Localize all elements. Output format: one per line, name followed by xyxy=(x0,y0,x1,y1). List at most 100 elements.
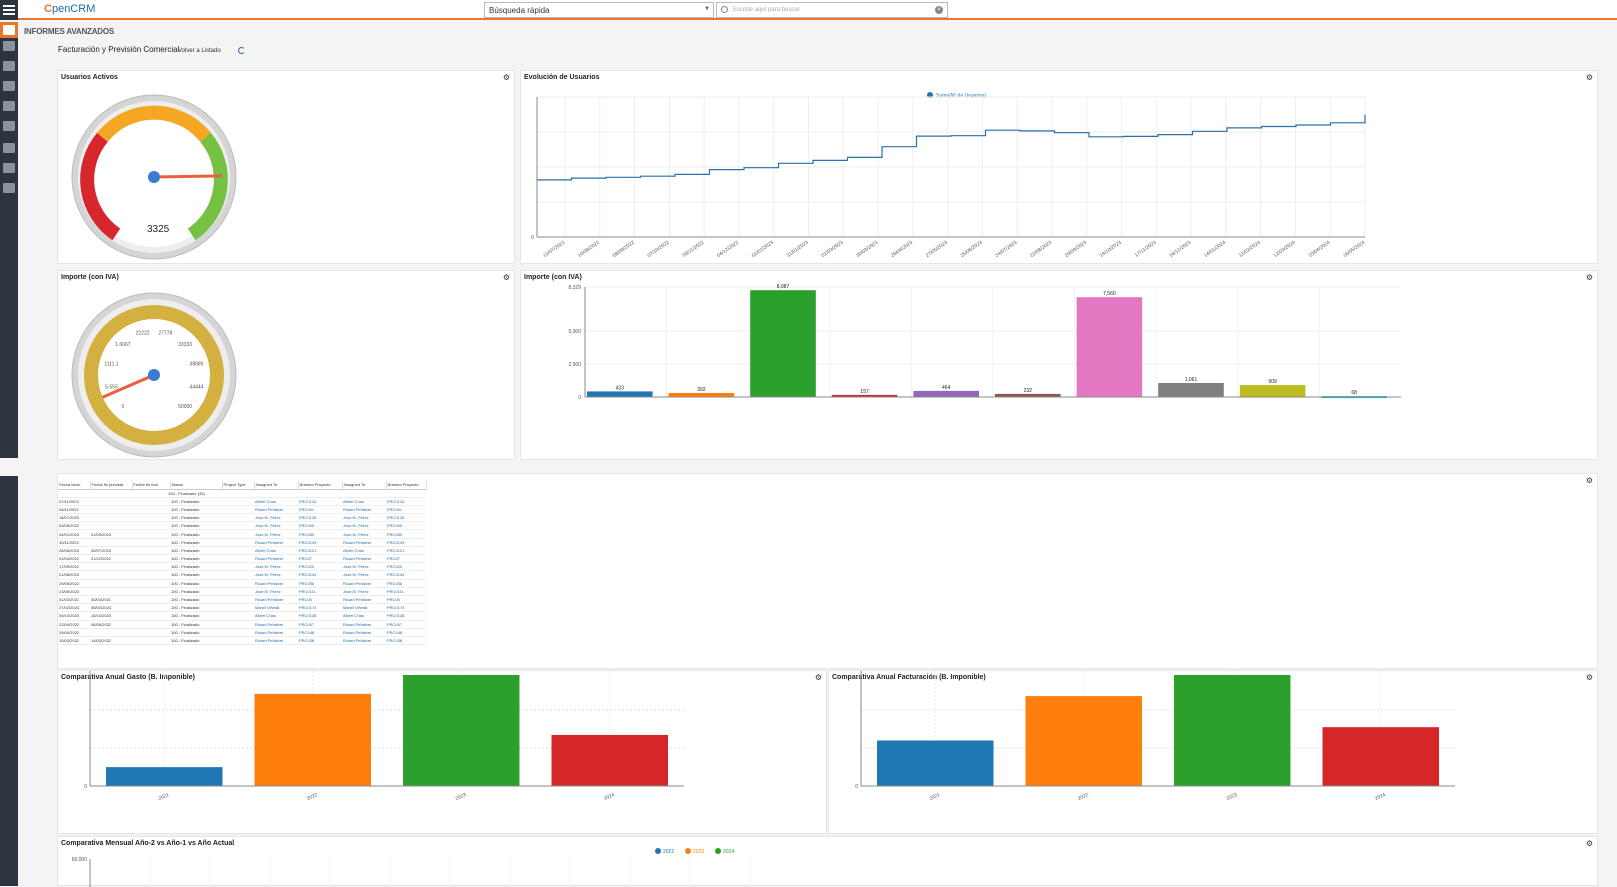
table-cell[interactable]: Ricard Peñalver xyxy=(254,595,298,605)
table-cell[interactable]: Ricard Peñalver xyxy=(254,538,298,547)
gear-icon[interactable]: ⚙ xyxy=(814,673,822,682)
table-cell[interactable]: Jose M. Pérez xyxy=(342,562,386,572)
table-cell[interactable]: Ricard Peñalver xyxy=(254,628,298,637)
sidebar-item-inbox-icon[interactable] xyxy=(3,163,15,173)
table-row[interactable]: 04/01/2023 01/03/2023 100 - Finalizado Jose… xyxy=(58,529,426,539)
table-cell[interactable]: Ricard Peñalver xyxy=(342,628,386,637)
table-row[interactable]: 03/08/2022 100 - Finalizado Jose M. Pérez P… xyxy=(58,521,426,531)
sidebar-item-settings-icon[interactable] xyxy=(3,183,15,193)
table-cell[interactable]: Ricard Peñalver xyxy=(254,554,298,564)
table-cell[interactable]: PROJ61 xyxy=(386,505,426,515)
table-cell[interactable]: PROJ149 xyxy=(386,538,426,547)
table-cell[interactable]: PROJ48 xyxy=(298,628,342,637)
table-row[interactable]: 29/06/2022 100 - Finalizado Ricard Peñalve… xyxy=(58,579,426,588)
gear-icon[interactable]: ⚙ xyxy=(1585,673,1593,682)
table-row[interactable]: 08/11/2022 100 - Finalizado Ricard Peñalve… xyxy=(58,505,426,515)
table-cell[interactable]: Ricard Peñalver xyxy=(254,620,298,629)
clear-icon[interactable]: × xyxy=(935,6,943,14)
column-header[interactable]: Fecha fin prevista xyxy=(90,481,133,490)
table-cell[interactable]: Albert Chao xyxy=(342,611,386,621)
table-row[interactable]: 29/04/2022 100 - Finalizado Ricard Peñalve… xyxy=(58,628,426,637)
table-cell[interactable]: Jose M. Pérez xyxy=(254,521,298,531)
sidebar-item-dashboard-icon[interactable] xyxy=(3,41,15,51)
sidebar-item-card-icon[interactable] xyxy=(3,143,15,153)
table-cell[interactable]: PROJ173 xyxy=(298,603,342,613)
table-row[interactable]: 01/03/2021 30/04/2021 100 - Finalizado Rica… xyxy=(58,595,426,605)
hamburger-menu-button[interactable] xyxy=(0,0,18,20)
column-header[interactable]: Project Type xyxy=(222,481,255,490)
table-row[interactable]: 27/02/2024 08/03/2024 100 - Finalizado Mane… xyxy=(58,603,426,613)
table-cell[interactable]: Manel Viñeda xyxy=(254,603,298,613)
column-header[interactable]: Fecha inicio xyxy=(58,481,91,490)
logo[interactable]: CpenCRM xyxy=(44,3,95,15)
gear-icon[interactable]: ⚙ xyxy=(502,73,510,82)
table-cell[interactable]: Ricard Peñalver xyxy=(342,554,386,564)
table-cell[interactable]: PROJ128 xyxy=(386,513,426,523)
column-header[interactable]: Número Proyecto xyxy=(386,481,427,490)
table-row[interactable]: 17/09/2021 100 - Finalizado Jose M. Pérez P… xyxy=(58,562,426,572)
column-header[interactable]: Status xyxy=(170,481,223,490)
table-row[interactable]: 23/05/2023 100 - Finalizado Jose M. Pérez P… xyxy=(58,587,426,596)
table-cell[interactable]: Jose M. Pérez xyxy=(254,570,298,580)
column-header[interactable]: Número Proyecto xyxy=(298,481,343,490)
sidebar-item-megaphone-icon[interactable] xyxy=(3,121,15,131)
table-cell[interactable]: PROJ173 xyxy=(386,603,426,613)
table-cell[interactable]: PROJ6 xyxy=(386,595,426,605)
table-cell[interactable]: PROJ20 xyxy=(298,562,342,572)
table-cell[interactable]: Ricard Peñalver xyxy=(342,505,386,515)
table-cell[interactable]: PROJ47 xyxy=(298,620,342,629)
table-row[interactable]: 09/10/2023 16/10/2023 100 - Finalizado Albe… xyxy=(58,611,426,621)
gear-icon[interactable]: ⚙ xyxy=(1585,839,1593,848)
gear-icon[interactable]: ⚙ xyxy=(1585,273,1593,282)
table-cell[interactable]: Ricard Peñalver xyxy=(342,620,386,629)
table-cell[interactable]: Albert Chao xyxy=(342,497,386,506)
table-cell[interactable]: Ricard Peñalver xyxy=(254,505,298,515)
table-cell[interactable]: PROJ61 xyxy=(298,505,342,515)
table-row[interactable]: 22/04/2022 06/05/2022 100 - Finalizado Rica… xyxy=(58,620,426,629)
table-cell[interactable]: Ricard Peñalver xyxy=(342,538,386,547)
column-header[interactable]: Assigned To xyxy=(254,481,299,490)
table-cell[interactable]: Ricard Peñalver xyxy=(254,636,298,646)
table-cell[interactable]: Ricard Peñalver xyxy=(342,636,386,646)
table-cell[interactable]: PROJ121 xyxy=(298,546,342,556)
table-cell[interactable]: PROJ47 xyxy=(386,620,426,629)
table-cell[interactable]: Jose M. Pérez xyxy=(254,529,298,539)
table-cell[interactable]: Manel Viñeda xyxy=(342,603,386,613)
table-cell[interactable]: PROJ20 xyxy=(386,562,426,572)
table-cell[interactable]: PROJ38 xyxy=(386,636,426,646)
sidebar-item-buildings-icon[interactable] xyxy=(3,61,15,71)
table-cell[interactable]: PROJ65 xyxy=(298,521,342,531)
table-cell[interactable]: PROJ128 xyxy=(298,513,342,523)
table-cell[interactable]: PROJ89 xyxy=(298,529,342,539)
table-row[interactable]: 01/04/2021 21/12/2021 100 - Finalizado Rica… xyxy=(58,554,426,564)
table-row[interactable]: 07/11/2023 100 - Finalizado Albert Chao PRO… xyxy=(58,497,426,506)
table-cell[interactable]: Albert Chao xyxy=(342,546,386,556)
table-cell[interactable]: PROJ89 xyxy=(386,529,426,539)
back-to-list-link[interactable]: Volver a Listado xyxy=(178,48,221,54)
table-cell[interactable]: PROJ134 xyxy=(298,570,342,580)
table-cell[interactable]: Jose M. Pérez xyxy=(342,570,386,580)
table-row[interactable]: 21/08/2023 100 - Finalizado Jose M. Pérez P… xyxy=(58,570,426,580)
table-cell[interactable]: PROJ111 xyxy=(298,587,342,596)
table-cell[interactable]: PROJ134 xyxy=(386,570,426,580)
table-cell[interactable]: PROJ143 xyxy=(298,497,342,506)
gear-icon[interactable]: ⚙ xyxy=(502,273,510,282)
table-cell[interactable]: Jose M. Pérez xyxy=(254,562,298,572)
table-cell[interactable]: Albert Chao xyxy=(254,546,298,556)
table-cell[interactable]: PROJ6 xyxy=(298,595,342,605)
table-cell[interactable]: Jose M. Pérez xyxy=(254,587,298,596)
table-cell[interactable]: PROJ58 xyxy=(386,579,426,588)
table-cell[interactable]: Ricard Peñalver xyxy=(254,579,298,588)
table-cell[interactable]: PROJ138 xyxy=(386,611,426,621)
table-cell[interactable]: Jose M. Pérez xyxy=(342,513,386,523)
table-cell[interactable]: Jose M. Pérez xyxy=(342,587,386,596)
table-cell[interactable]: PROJ143 xyxy=(386,497,426,506)
table-cell[interactable]: PROJ138 xyxy=(298,611,342,621)
table-cell[interactable]: Ricard Peñalver xyxy=(342,595,386,605)
sidebar-item-documents-icon[interactable] xyxy=(3,101,15,111)
table-row[interactable]: 30/11/2023 100 - Finalizado Ricard Peñalve… xyxy=(58,538,426,547)
table-cell[interactable]: PROJ111 xyxy=(386,587,426,596)
table-cell[interactable]: Albert Chao xyxy=(254,611,298,621)
sidebar-item-contacts-icon[interactable] xyxy=(3,81,15,91)
table-cell[interactable]: PROJ7 xyxy=(386,554,426,564)
